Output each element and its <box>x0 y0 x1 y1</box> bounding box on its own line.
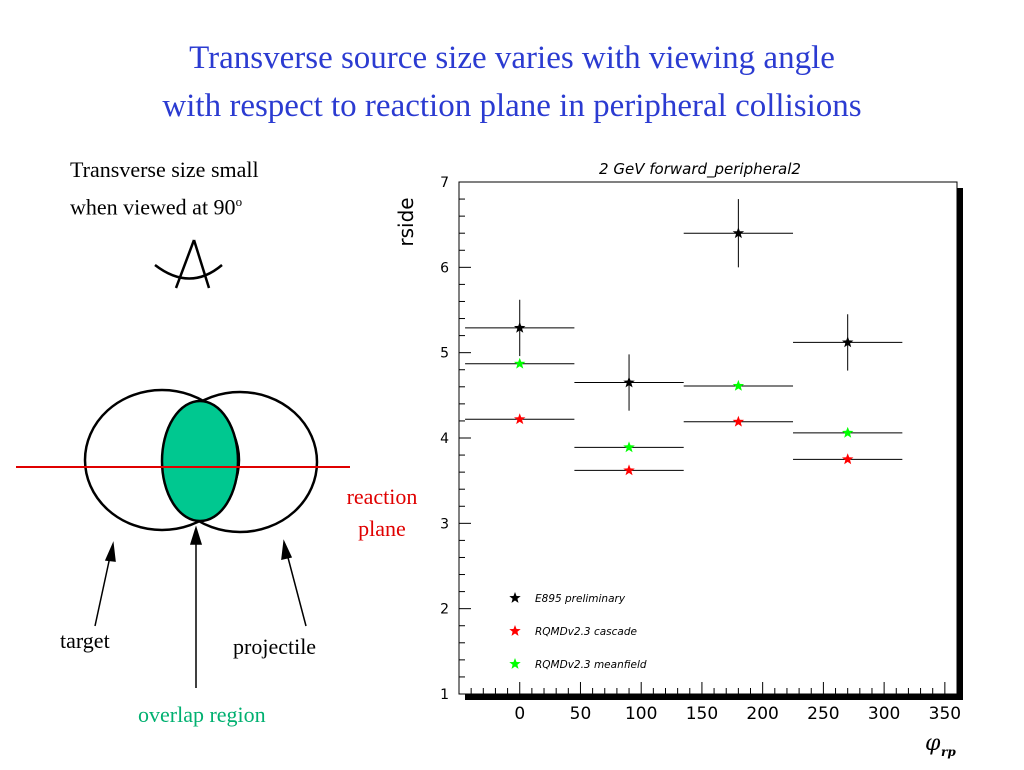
x-tick-label: 250 <box>807 704 839 724</box>
x-tick-label: 100 <box>625 704 657 724</box>
data-point-star <box>623 441 635 453</box>
y-axis-label: rside <box>395 197 418 246</box>
legend-label: RQMDv2.3 cascade <box>535 626 637 638</box>
x-tick-label: 200 <box>746 704 778 724</box>
y-tick-label: 7 <box>440 175 449 191</box>
viewing-note-line2: when viewed at 90o <box>70 186 259 223</box>
data-point-star <box>842 336 854 348</box>
reaction-label: reaction plane <box>318 481 446 545</box>
x-tick-label: 350 <box>929 704 961 724</box>
projectile-label: projectile <box>233 634 317 659</box>
reaction-label-line1: reaction <box>346 484 418 509</box>
y-tick-label: 3 <box>440 516 449 532</box>
x-axis-label: φ rp <box>925 731 956 759</box>
slide-title-line2: with respect to reaction plane in periph… <box>162 88 862 124</box>
x-tick-label: 150 <box>686 704 718 724</box>
overlap-region-shape <box>160 399 240 523</box>
y-tick-label: 5 <box>440 346 449 362</box>
target-label: target <box>60 628 110 653</box>
data-point-star <box>732 227 745 239</box>
legend-marker <box>509 658 521 669</box>
legend-marker <box>509 625 521 636</box>
legend-marker <box>509 592 521 603</box>
eye-icon <box>154 239 223 289</box>
degree-sup: o <box>235 194 243 209</box>
data-point-star <box>514 357 526 369</box>
series-0 <box>465 199 903 411</box>
data-point-star <box>514 321 526 333</box>
pointer-arrows <box>94 525 307 688</box>
series-2 <box>465 357 903 453</box>
chart-title: 2 GeV forward_peripheral2 <box>599 160 801 179</box>
legend-label: RQMDv2.3 meanfield <box>535 659 647 671</box>
y-tick-label: 6 <box>440 260 449 276</box>
data-point-star <box>732 379 745 391</box>
data-point-star <box>842 426 854 438</box>
collision-diagram <box>16 239 350 688</box>
x-tick-label: 0 <box>514 704 525 724</box>
slide-title-line1: Transverse source size varies with viewi… <box>189 40 835 76</box>
viewing-note: Transverse size small when viewed at 90o <box>70 154 259 223</box>
legend-label: E895 preliminary <box>535 593 626 605</box>
y-tick-label: 4 <box>440 431 449 447</box>
data-point-star <box>623 464 635 476</box>
viewing-note-line2-text: when viewed at 90 <box>70 194 236 220</box>
data-point-star <box>842 453 854 465</box>
data-point-star <box>732 415 745 427</box>
data-point-star <box>514 413 526 425</box>
x-tick-label: 50 <box>570 704 592 724</box>
reaction-label-line2: plane <box>358 516 406 541</box>
x-axis-label-sub: rp <box>941 745 956 759</box>
overlap-region-label: overlap region <box>138 702 266 727</box>
x-tick-label: 300 <box>868 704 900 724</box>
rside-chart: 2 GeV forward_peripheral2 rside φ rp 1 2 3… <box>395 160 963 759</box>
x-axis-label-main: φ <box>925 731 941 756</box>
data-point-star <box>623 376 635 388</box>
series-1 <box>465 413 903 476</box>
viewing-note-line1: Transverse size small <box>70 157 259 182</box>
plot-frame <box>458 181 958 695</box>
y-tick-label: 2 <box>440 602 449 618</box>
y-tick-label: 1 <box>440 687 449 703</box>
